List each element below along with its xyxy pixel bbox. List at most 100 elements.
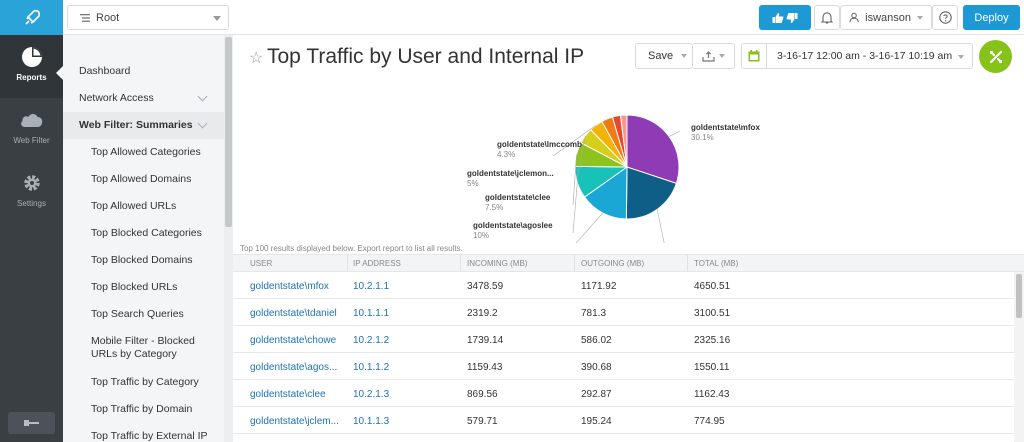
menu-item-label: Network Access bbox=[79, 92, 154, 104]
pie-slice-percent: 7.5% bbox=[485, 203, 503, 212]
column-header-user[interactable]: USER bbox=[250, 259, 273, 268]
ip-link[interactable]: 10.2.1.3 bbox=[353, 389, 390, 400]
user-link[interactable]: goldentstate\clee bbox=[250, 389, 326, 400]
pie-slice-label: goldentstate\clee bbox=[485, 193, 551, 202]
export-icon bbox=[702, 50, 715, 62]
menu-item-top-traffic-by-external-ip[interactable]: Top Traffic by External IP bbox=[91, 430, 208, 442]
save-button[interactable]: Save bbox=[635, 43, 693, 69]
menu-item-top-allowed-domains[interactable]: Top Allowed Domains bbox=[91, 173, 192, 185]
report-panel: ☆ Top Traffic by User and Internal IP Sa… bbox=[233, 35, 1024, 442]
pie-slice-percent: 4.3% bbox=[497, 150, 515, 159]
pie-slice-label: goldentstate\mfox bbox=[691, 123, 760, 132]
menu-item-label: Web Filter: Summaries bbox=[79, 119, 193, 131]
rail-item-reports[interactable]: Reports bbox=[0, 35, 63, 98]
calendar-button[interactable] bbox=[741, 43, 767, 69]
column-header-outgoing[interactable]: OUTGOING (MB) bbox=[581, 259, 645, 268]
pie-chart: goldentstate\mfox30.1%goldentstate\tdani… bbox=[233, 83, 1024, 274]
pie-leader-line bbox=[572, 154, 577, 206]
help-icon bbox=[938, 11, 952, 24]
menu-item-top-blocked-urls[interactable]: Top Blocked URLs bbox=[91, 281, 178, 293]
incoming-cell: 1159.43 bbox=[467, 362, 503, 373]
menu-item-web-filter-summaries[interactable]: Web Filter: Summaries bbox=[63, 112, 224, 139]
pie-slice-percent: 5% bbox=[467, 179, 479, 188]
user-link[interactable]: goldentstate\chowe bbox=[250, 335, 337, 346]
pie-slice-label: goldentstate\jclemon... bbox=[467, 169, 554, 178]
pie-slice[interactable] bbox=[583, 166, 628, 220]
help-button[interactable] bbox=[932, 5, 958, 30]
pie-slice-percent: 30.1% bbox=[691, 133, 714, 142]
report-menu: Dashboard Network Access Web Filter: Sum… bbox=[63, 35, 224, 442]
total-cell: 2325.16 bbox=[694, 335, 731, 346]
scrollbar-thumb[interactable] bbox=[225, 37, 232, 227]
chevron-down-icon bbox=[719, 54, 725, 58]
menu-item-top-allowed-categories[interactable]: Top Allowed Categories bbox=[91, 146, 201, 158]
date-range-select[interactable]: 3-16-17 12:00 am - 3-16-17 10:19 am bbox=[767, 43, 973, 69]
menu-item-dashboard[interactable]: Dashboard bbox=[79, 65, 131, 77]
pie-slice[interactable] bbox=[619, 114, 628, 168]
save-label: Save bbox=[648, 50, 674, 62]
chevron-down-icon bbox=[213, 16, 221, 21]
feedback-button[interactable] bbox=[759, 5, 811, 30]
column-divider bbox=[687, 255, 688, 272]
cloud-icon bbox=[20, 114, 42, 127]
ip-link[interactable]: 10.1.1.2 bbox=[353, 362, 390, 373]
notifications-button[interactable] bbox=[814, 5, 840, 30]
total-cell: 774.95 bbox=[694, 416, 725, 427]
column-header-total[interactable]: TOTAL (MB) bbox=[694, 259, 739, 268]
scrollbar-thumb[interactable] bbox=[1016, 274, 1022, 318]
menu-item-network-access[interactable]: Network Access bbox=[63, 91, 224, 105]
pie-chart-svg: goldentstate\mfox30.1%goldentstate\tdani… bbox=[467, 114, 760, 274]
pie-slice-label: goldentstate\lmccomb bbox=[497, 140, 582, 149]
gear-icon bbox=[23, 175, 40, 191]
report-header: ☆ Top Traffic by User and Internal IP Sa… bbox=[233, 35, 1024, 83]
star-icon[interactable]: ☆ bbox=[249, 50, 264, 67]
page-title: Top Traffic by User and Internal IP bbox=[267, 45, 585, 68]
deploy-button[interactable]: Deploy bbox=[963, 5, 1020, 30]
user-link[interactable]: goldentstate\mfox bbox=[250, 281, 329, 292]
logout-button[interactable] bbox=[8, 412, 55, 434]
pie-chart-icon bbox=[21, 47, 42, 67]
hierarchy-icon bbox=[80, 13, 90, 22]
user-link[interactable]: goldentstate\jclem... bbox=[250, 416, 339, 427]
ip-link[interactable]: 10.1.1.1 bbox=[353, 308, 390, 319]
top-bar: Root iswanson bbox=[63, 0, 1024, 35]
rocket-icon bbox=[24, 9, 40, 25]
outgoing-cell: 292.87 bbox=[581, 389, 612, 400]
menu-item-top-allowed-urls[interactable]: Top Allowed URLs bbox=[91, 200, 177, 212]
ip-link[interactable]: 10.2.1.1 bbox=[353, 281, 390, 292]
total-cell: 1550.11 bbox=[694, 362, 730, 373]
rail-label-reports: Reports bbox=[16, 73, 47, 82]
column-header-incoming[interactable]: INCOMING (MB) bbox=[467, 259, 528, 268]
user-link[interactable]: goldentstate\agos... bbox=[250, 362, 338, 373]
table-scrollbar[interactable] bbox=[1014, 272, 1024, 442]
incoming-cell: 3478.59 bbox=[467, 281, 504, 292]
menu-item-top-search-queries[interactable]: Top Search Queries bbox=[91, 308, 184, 320]
root-select[interactable]: Root bbox=[67, 5, 229, 30]
report-settings-button[interactable] bbox=[979, 40, 1012, 73]
column-header-ip[interactable]: IP ADDRESS bbox=[353, 259, 401, 268]
logo[interactable] bbox=[0, 0, 63, 35]
pie-slice[interactable] bbox=[626, 114, 680, 185]
rail-label-web-filter: Web Filter bbox=[13, 136, 50, 145]
menu-item-top-traffic-by-domain[interactable]: Top Traffic by Domain bbox=[91, 403, 193, 415]
menu-item-top-traffic-by-category[interactable]: Top Traffic by Category bbox=[91, 376, 199, 388]
outgoing-cell: 195.24 bbox=[581, 416, 612, 427]
menu-item-top-blocked-categories[interactable]: Top Blocked Categories bbox=[91, 227, 202, 239]
menu-scrollbar[interactable] bbox=[224, 35, 233, 442]
ip-link[interactable]: 10.1.1.3 bbox=[353, 416, 390, 427]
menu-item-top-blocked-domains[interactable]: Top Blocked Domains bbox=[91, 254, 193, 266]
rail-item-web-filter[interactable]: Web Filter bbox=[0, 98, 63, 161]
total-cell: 3100.51 bbox=[694, 308, 731, 319]
chevron-down-icon bbox=[958, 55, 964, 59]
export-button[interactable] bbox=[693, 43, 735, 69]
menu-item-mobile-filter[interactable]: Mobile Filter - Blocked URLs by Category bbox=[91, 335, 195, 360]
table-row: goldentstate\jclem... 10.1.1.3 579.71 19… bbox=[233, 407, 1014, 434]
pie-leader-line bbox=[559, 212, 604, 262]
user-link[interactable]: goldentstate\tdaniel bbox=[250, 308, 337, 319]
user-menu[interactable]: iswanson bbox=[840, 5, 932, 30]
table-row: goldentstate\mfox 10.2.1.1 3478.59 1171.… bbox=[233, 272, 1014, 299]
rail-item-settings[interactable]: Settings bbox=[0, 161, 63, 224]
incoming-cell: 869.56 bbox=[467, 389, 498, 400]
pie-slice[interactable] bbox=[625, 166, 677, 220]
ip-link[interactable]: 10.2.1.2 bbox=[353, 335, 390, 346]
